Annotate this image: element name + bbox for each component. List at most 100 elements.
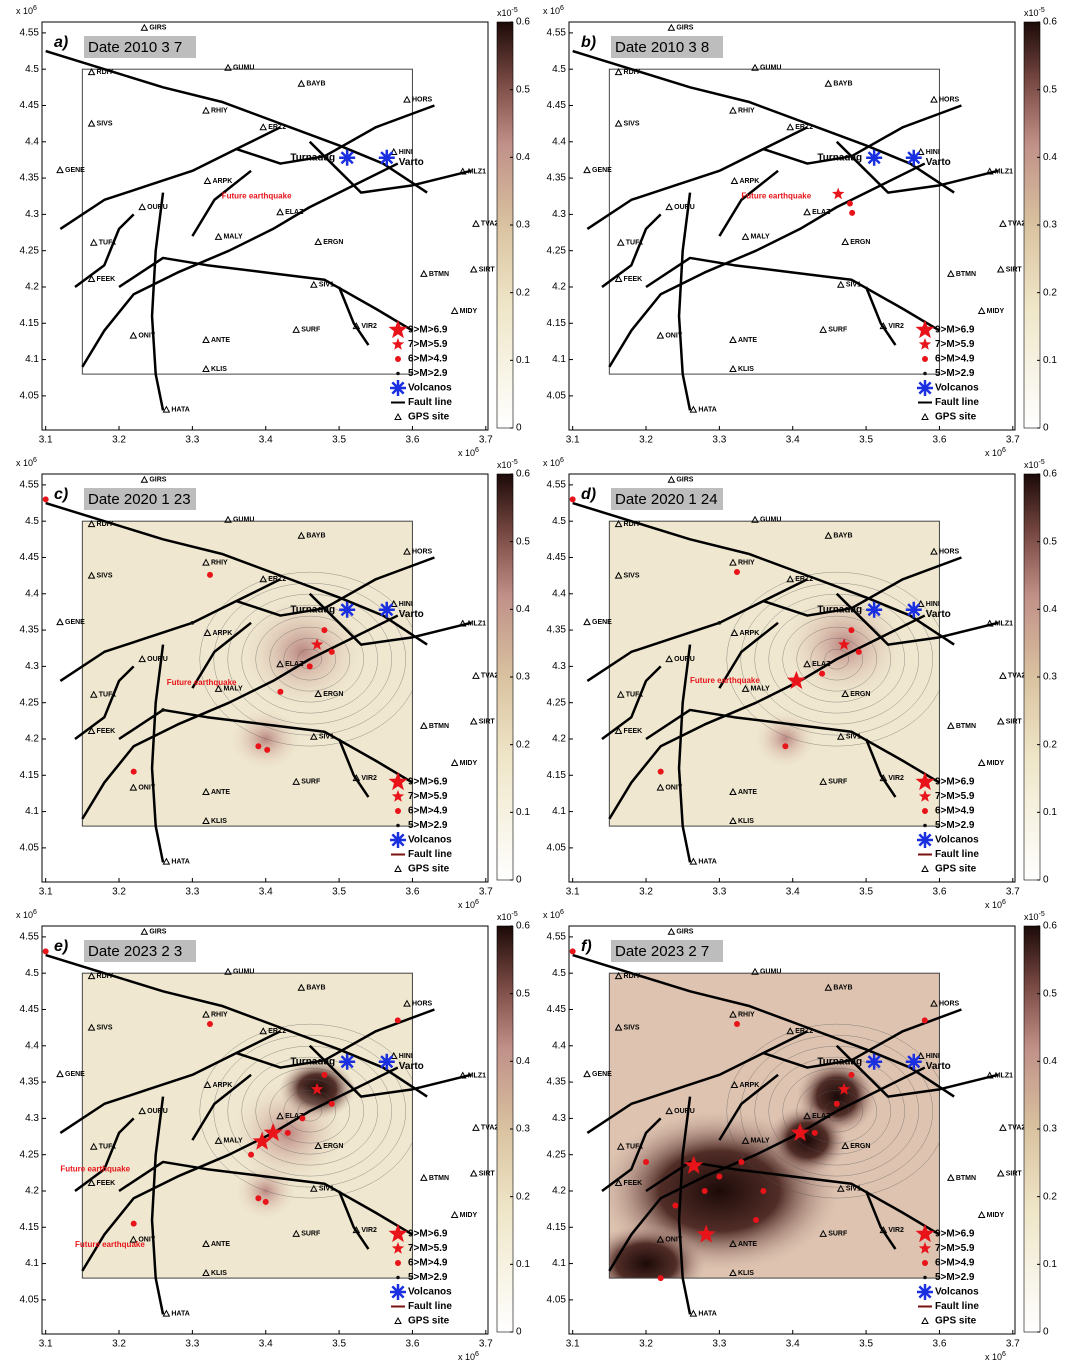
y-multiplier-exp: 6 [33, 457, 37, 464]
station-label: GENE [65, 619, 85, 626]
x-tick-label: 3.1 [566, 1339, 580, 1350]
y-tick-label: 4.25 [547, 1149, 567, 1160]
station-label: GIRS [149, 477, 166, 484]
station-label: SIV1 [319, 1186, 334, 1193]
legend-label: 7>M>5.9 [408, 1243, 448, 1254]
station-label: TVA2 [481, 673, 498, 680]
station-label: RHIY [738, 1011, 755, 1018]
colorbar-multiplier-exp: -5 [1039, 459, 1045, 466]
x-multiplier-exp: 6 [475, 899, 479, 906]
figure: GIRSGUMURDIYBAYBHORSRHIYSIVSERZ2HINIVart… [0, 0, 1075, 1364]
station-label: Varto [926, 609, 951, 620]
x-tick-label: 3.4 [259, 887, 273, 898]
colorbar-tick-label: 0.4 [516, 604, 530, 615]
x-tick-label: 3.7 [1006, 1339, 1020, 1350]
event-dot [922, 808, 928, 814]
x-multiplier-base: x 10 [985, 448, 1002, 458]
colorbar-multiplier: x10-5 [1024, 7, 1045, 19]
station-label: OURU [147, 656, 168, 663]
y-multiplier: x 106 [543, 5, 564, 17]
panel-label: e) [54, 938, 68, 955]
colorbar-tick-label: 0.3 [1043, 672, 1057, 683]
station-label: ANTE [211, 1241, 230, 1248]
legend-label: 6>M>4.9 [408, 806, 448, 817]
legend-volcano [917, 1284, 933, 1300]
x-multiplier-exp: 6 [475, 447, 479, 454]
colorbar-tick-label: 0.4 [1043, 1056, 1057, 1067]
colorbar-tick-label: 0.1 [516, 807, 530, 818]
colorbar-tick-label: 0.1 [516, 355, 530, 366]
station-label: SIV1 [846, 734, 861, 741]
station-label: HINI [399, 149, 413, 156]
event-dot [702, 1188, 708, 1194]
y-multiplier: x 106 [543, 457, 564, 469]
station-label: HINI [399, 1053, 413, 1060]
panel-label: c) [54, 486, 68, 503]
event-dot [922, 356, 928, 362]
legend-label: 7>M>5.9 [935, 791, 975, 802]
event-dot [658, 769, 664, 775]
legend-label: 6>M>4.9 [935, 806, 975, 817]
event-dot [248, 1152, 254, 1158]
station-label: VIR2 [888, 775, 904, 782]
station-label: OURU [147, 204, 168, 211]
y-tick-label: 4.5 [552, 64, 566, 75]
y-tick-label: 4.35 [20, 173, 40, 184]
y-tick-label: 4.05 [20, 391, 40, 402]
y-tick-label: 4.2 [552, 734, 566, 745]
station-label: HATA [698, 859, 716, 866]
event-dot [738, 1159, 744, 1165]
event-dot-small [923, 372, 927, 376]
y-tick-label: 4.2 [25, 282, 39, 293]
station-label: MALY [750, 234, 770, 241]
y-multiplier-exp: 6 [33, 5, 37, 12]
y-tick-label: 4.4 [552, 1040, 566, 1051]
event-dot [43, 496, 49, 502]
station-label: ANTE [738, 337, 757, 344]
volcano [379, 150, 395, 166]
colorbar-tick-label: 0.1 [1043, 807, 1057, 818]
legend-label: Fault line [935, 397, 979, 408]
colorbar-tick-label: 0.3 [1043, 1124, 1057, 1135]
event-dot [307, 663, 313, 669]
colorbar-tick-label: 0.2 [516, 287, 530, 298]
y-tick-label: 4.5 [25, 516, 39, 527]
event-dot [922, 1260, 928, 1266]
colorbar-tick-label: 0.5 [1043, 988, 1057, 999]
station-label: GUMU [760, 65, 781, 72]
volcano [866, 602, 882, 618]
map-panel: GIRSGUMURDIYBAYBHORSRHIYSIVSERZ2HINIVart… [16, 457, 530, 911]
colorbar-tick-label: 0.2 [1043, 1191, 1057, 1202]
y-multiplier-exp: 6 [560, 5, 564, 12]
x-tick-label: 3.6 [405, 887, 419, 898]
y-tick-label: 4.45 [547, 1004, 567, 1015]
station-label: BTMN [956, 271, 976, 278]
legend-label: 9>M>6.9 [408, 325, 448, 336]
x-tick-label: 3.4 [786, 435, 800, 446]
y-tick-label: 4.55 [20, 932, 40, 943]
y-tick-label: 4.3 [25, 661, 39, 672]
legend-label: 6>M>4.9 [408, 1258, 448, 1269]
station-label: ERGN [323, 691, 343, 698]
y-tick-label: 4.35 [547, 1077, 567, 1088]
x-tick-label: 3.3 [185, 1339, 199, 1350]
colorbar-tick-label: 0.5 [1043, 84, 1057, 95]
volcano-label: Turnadag [290, 604, 335, 615]
station-label: TUF1 [99, 240, 117, 247]
x-tick-label: 3.1 [39, 435, 53, 446]
station-label: BTMN [429, 271, 449, 278]
station-label: RDIY [624, 973, 641, 980]
station-label: HORS [939, 549, 960, 556]
y-tick-label: 4.35 [20, 1077, 40, 1088]
station-label: HATA [171, 1311, 189, 1318]
legend-label: Volcanos [935, 383, 979, 394]
legend-label: GPS site [935, 412, 977, 423]
legend-label: Volcanos [408, 1287, 452, 1298]
event-dot [395, 1260, 401, 1266]
station-label: RDIY [97, 521, 114, 528]
event-dot [207, 572, 213, 578]
event-dot [395, 1017, 401, 1023]
annotation: Future earthquake [60, 1164, 130, 1173]
x-tick-label: 3.3 [185, 435, 199, 446]
y-tick-label: 4.55 [20, 480, 40, 491]
